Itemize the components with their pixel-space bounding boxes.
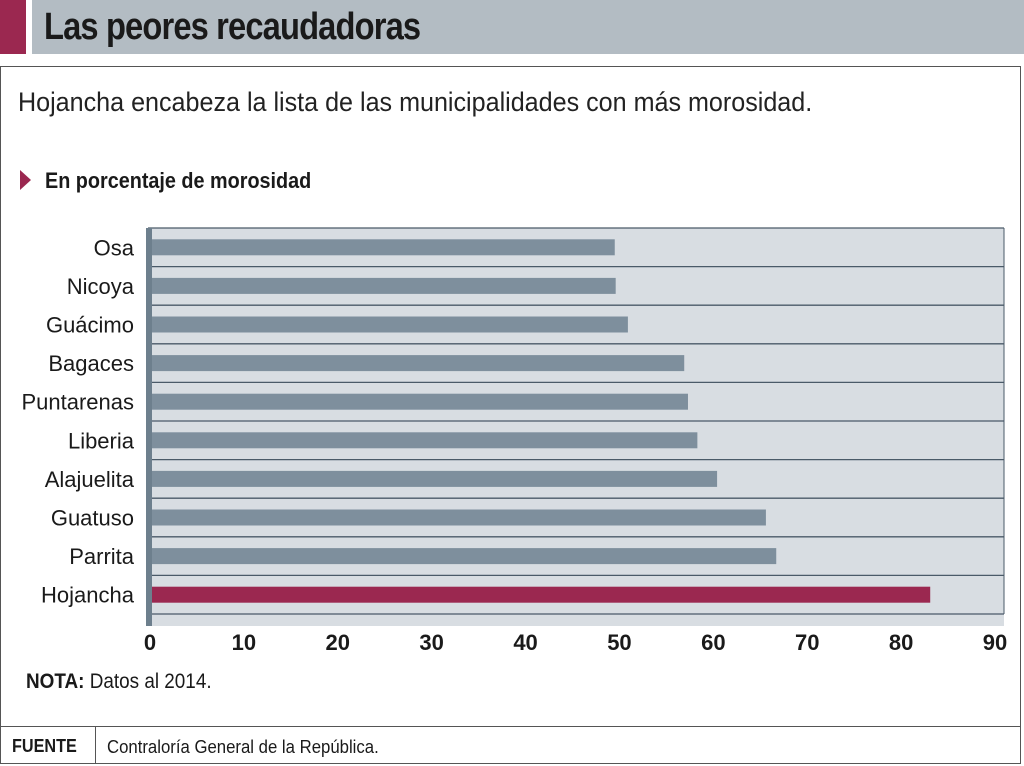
- x-tick-label: 90: [983, 630, 1007, 655]
- bars: [152, 239, 931, 603]
- category-label: Liberia: [68, 428, 135, 453]
- grid-lines: [148, 227, 1005, 615]
- x-tick-label: 70: [795, 630, 819, 655]
- note-text: Datos al 2014.: [84, 670, 212, 693]
- caret-right-icon: [20, 170, 31, 190]
- category-label: Nicoya: [67, 274, 135, 299]
- category-label: Osa: [94, 235, 135, 260]
- category-label: Guatuso: [51, 506, 134, 531]
- category-label: Puntarenas: [21, 390, 134, 415]
- bar: [152, 509, 766, 526]
- bar: [152, 548, 777, 565]
- category-label: Hojancha: [41, 583, 135, 608]
- source-text: Contraloría General de la República.: [107, 737, 379, 757]
- content-frame: [0, 66, 1021, 764]
- x-tick-label: 20: [326, 630, 350, 655]
- subtitle: Hojancha encabeza la lista de las munici…: [18, 87, 813, 117]
- note-label: NOTA:: [26, 670, 85, 693]
- header-accent: [0, 0, 26, 54]
- category-labels: Osa Nicoya Guácimo Bagaces Puntarenas Liberia…: [21, 235, 134, 607]
- category-label: Bagaces: [48, 351, 134, 376]
- header-bar: [32, 0, 1024, 54]
- x-tick-label: 0: [144, 630, 156, 655]
- bar: [152, 432, 698, 449]
- source-label: FUENTE: [12, 736, 77, 756]
- category-label: Parrita: [69, 544, 135, 569]
- bar: [152, 355, 685, 372]
- x-tick-label: 50: [607, 630, 631, 655]
- bar: [152, 586, 931, 603]
- bar: [152, 239, 615, 256]
- bar: [152, 277, 616, 294]
- x-tick-label: 30: [419, 630, 443, 655]
- source-divider-line: [0, 726, 1021, 727]
- unit-label: En porcentaje de morosidad: [45, 168, 312, 193]
- y-axis-line: [146, 228, 152, 626]
- x-tick-labels: 0 10 20 30 40 50 60 70 80 90: [144, 630, 1007, 655]
- source-divider: [95, 727, 96, 764]
- x-tick-label: 40: [513, 630, 537, 655]
- page-title: Las peores recaudadoras: [44, 6, 421, 48]
- bar: [152, 393, 688, 410]
- category-label: Alajuelita: [45, 467, 135, 492]
- bar-chart: Osa Nicoya Guácimo Bagaces Puntarenas Liberia…: [21, 227, 1007, 655]
- bar: [152, 316, 628, 333]
- category-label: Guácimo: [46, 313, 134, 338]
- bar: [152, 470, 718, 487]
- x-tick-label: 10: [232, 630, 256, 655]
- x-tick-label: 80: [889, 630, 913, 655]
- x-tick-label: 60: [701, 630, 725, 655]
- note: NOTA: Datos al 2014.: [26, 668, 212, 696]
